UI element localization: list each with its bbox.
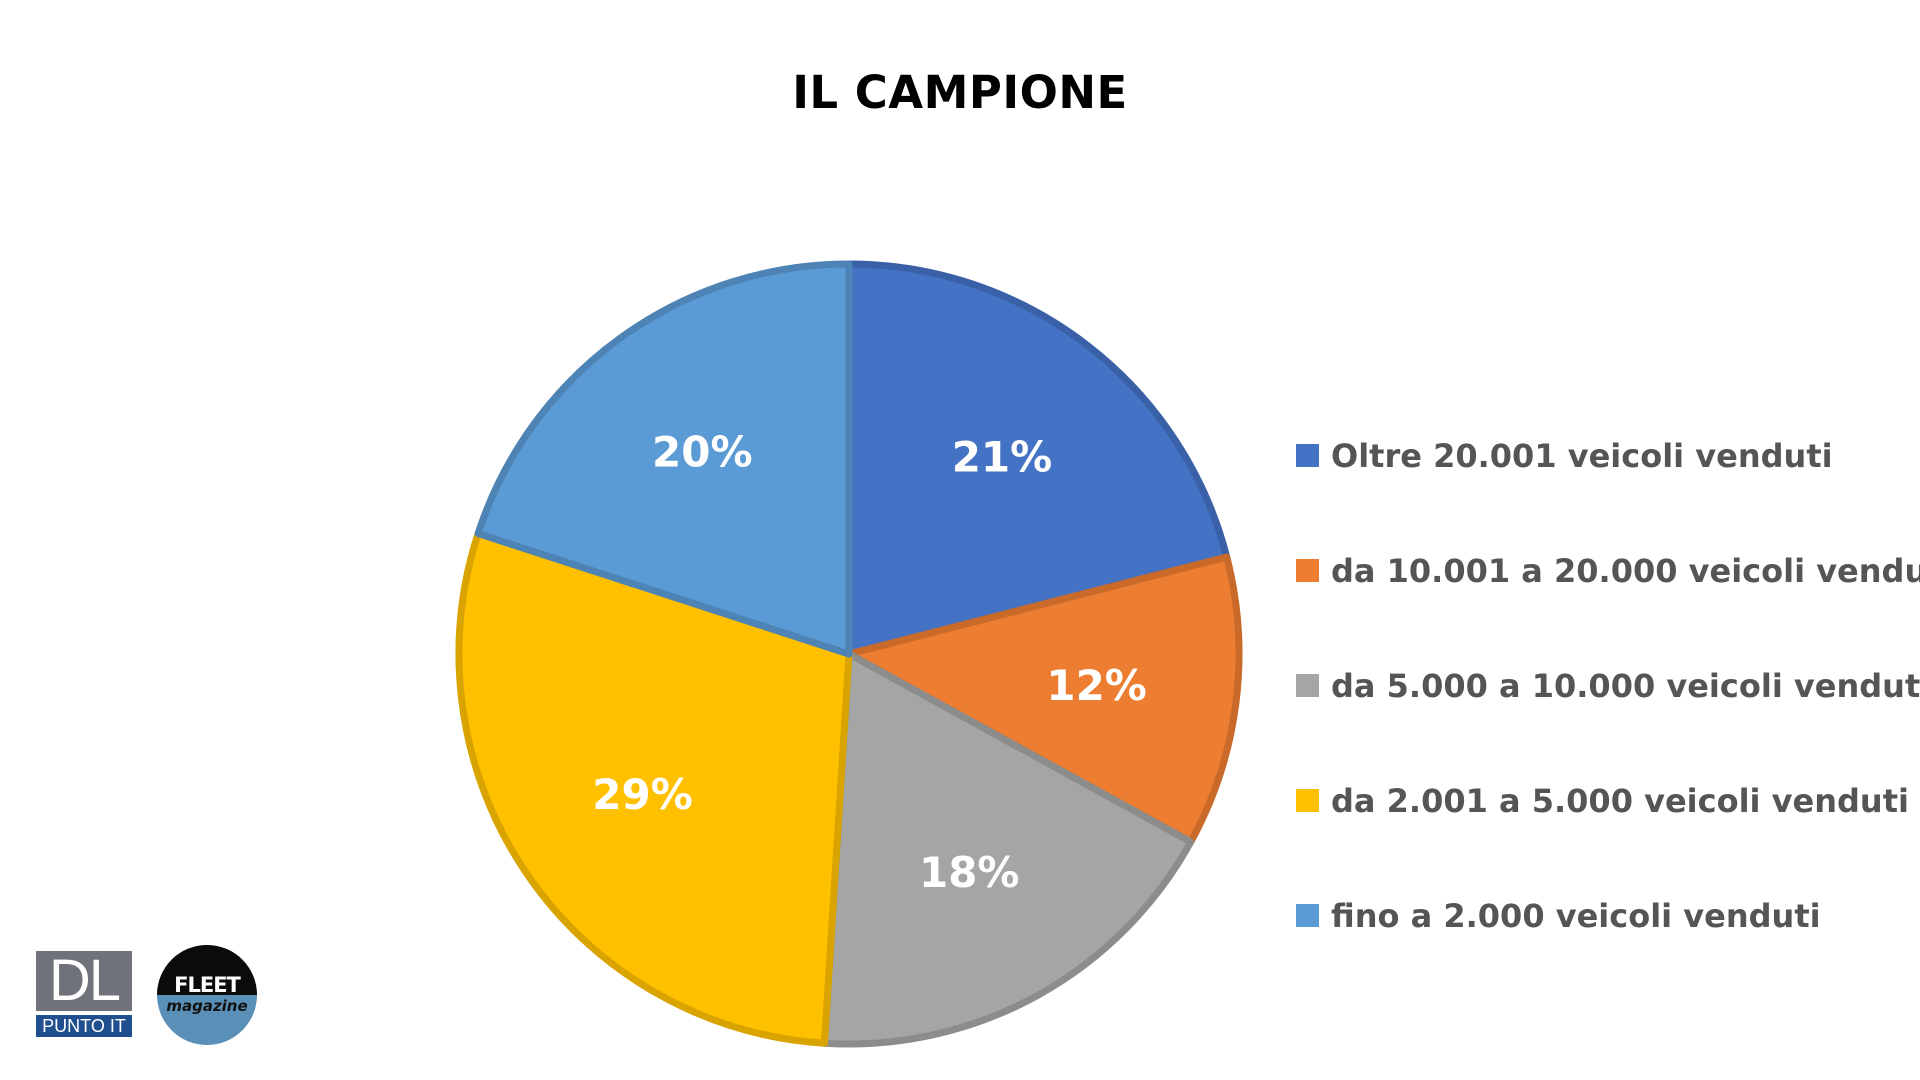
dl-logo-mark: DL <box>36 951 132 1011</box>
slice-label-5: 20% <box>652 428 753 477</box>
pie-slice-5 <box>474 260 853 658</box>
pie-slice-4 <box>455 529 853 1047</box>
legend-item-4: da 2.001 a 5.000 veicoli venduti <box>1296 743 1916 858</box>
slice-label-2: 12% <box>1046 661 1147 710</box>
pie-slice-1 <box>845 260 1231 658</box>
dl-punto-it-logo: DL PUNTO IT <box>36 951 132 1039</box>
legend-label-5: fino a 2.000 veicoli venduti <box>1331 896 1821 935</box>
fleet-logo-top <box>157 945 257 995</box>
slice-label-3: 18% <box>919 848 1020 897</box>
legend-label-3: da 5.000 a 10.000 veicoli venduti <box>1331 666 1920 705</box>
dl-logo-subtitle: PUNTO IT <box>36 1015 132 1037</box>
legend-item-2: da 10.001 a 20.000 veicoli venduti <box>1296 513 1920 628</box>
legend-label-4: da 2.001 a 5.000 veicoli venduti <box>1331 781 1909 820</box>
fleet-logo-subtitle: magazine <box>166 997 248 1015</box>
legend-swatch-4 <box>1296 789 1319 812</box>
legend-swatch-2 <box>1296 559 1319 582</box>
legend-swatch-1 <box>1296 444 1319 467</box>
pie-slice-3 <box>821 650 1195 1048</box>
legend-swatch-3 <box>1296 674 1319 697</box>
fleet-logo-word: FLEET <box>174 973 241 997</box>
legend-label-1: Oltre 20.001 veicoli venduti <box>1331 436 1833 475</box>
legend-item-3: da 5.000 a 10.000 veicoli venduti <box>1296 628 1920 743</box>
chart-legend: Oltre 20.001 veicoli venduti da 10.001 a … <box>1296 398 1920 973</box>
fleet-magazine-logo: FLEET magazine <box>157 945 257 1045</box>
legend-label-2: da 10.001 a 20.000 veicoli venduti <box>1331 551 1920 590</box>
pie-slice-2 <box>845 553 1243 846</box>
legend-swatch-5 <box>1296 904 1319 927</box>
legend-item-1: Oltre 20.001 veicoli venduti <box>1296 398 1916 513</box>
legend-item-5: fino a 2.000 veicoli venduti <box>1296 858 1916 973</box>
slice-label-4: 29% <box>592 770 693 819</box>
slice-label-1: 21% <box>952 432 1053 481</box>
chart-title: IL CAMPIONE <box>792 66 1128 119</box>
